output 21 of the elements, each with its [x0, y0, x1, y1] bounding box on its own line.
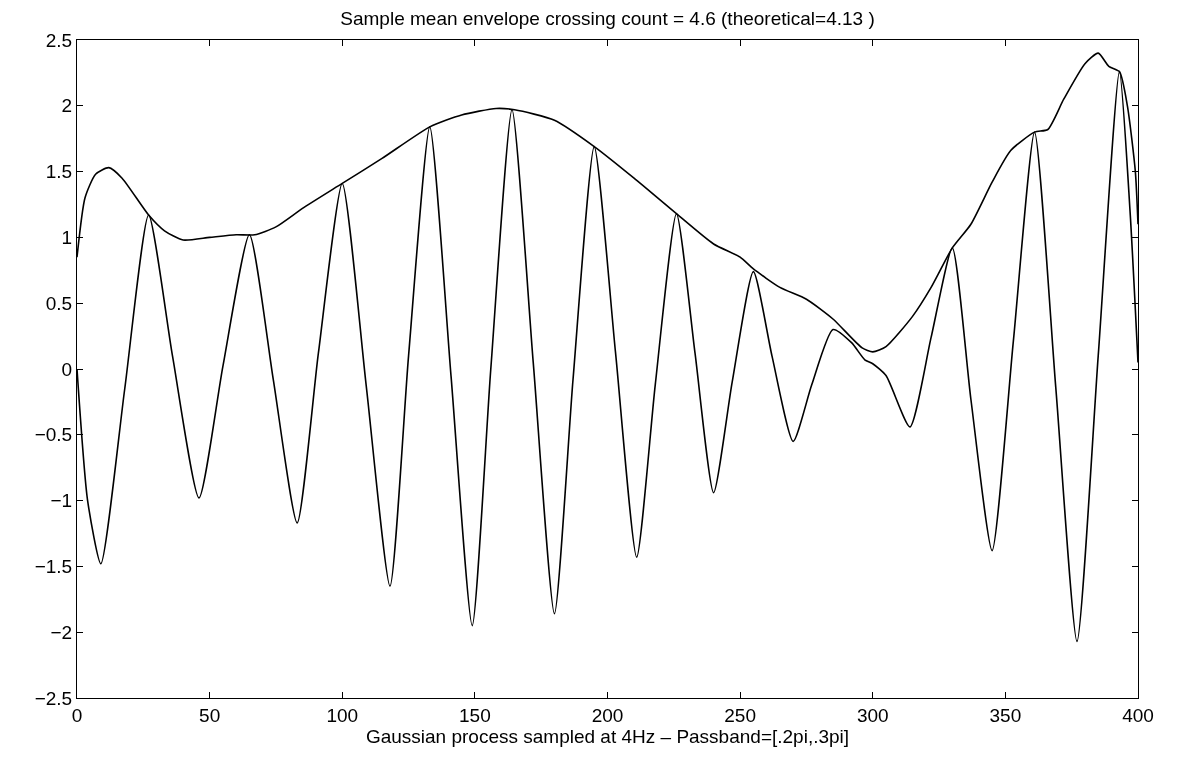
x-tick-label: 150: [459, 704, 491, 726]
y-tick-label: −2: [50, 621, 73, 643]
x-tick-label: 200: [591, 704, 624, 726]
x-tick-label: 50: [199, 704, 221, 726]
y-tick-label: 1: [61, 227, 73, 249]
y-tick-label: 2: [61, 95, 73, 117]
x-tick-label: 400: [1122, 704, 1154, 726]
y-tick-label: 2.5: [45, 29, 73, 51]
x-tick-label: 250: [724, 704, 756, 726]
y-tick-label: −1: [50, 490, 73, 512]
y-tick-label: −2.5: [34, 687, 73, 709]
x-tick-label: 300: [856, 704, 889, 726]
y-tick-label: 0: [61, 358, 73, 380]
x-tick-label: 100: [326, 704, 359, 726]
y-tick-label: −0.5: [34, 424, 73, 446]
x-axis-title: Gaussian process sampled at 4Hz – Passband=[.2pi,.3pi]: [365, 725, 850, 747]
chart-title: Sample mean envelope crossing count = 4.6 (theoretical=4.13 ): [340, 7, 875, 29]
x-tick-label: 350: [989, 704, 1022, 726]
y-tick-label: −1.5: [34, 556, 73, 578]
y-tick-label: 0.5: [45, 292, 73, 314]
y-tick-label: 1.5: [45, 161, 73, 183]
